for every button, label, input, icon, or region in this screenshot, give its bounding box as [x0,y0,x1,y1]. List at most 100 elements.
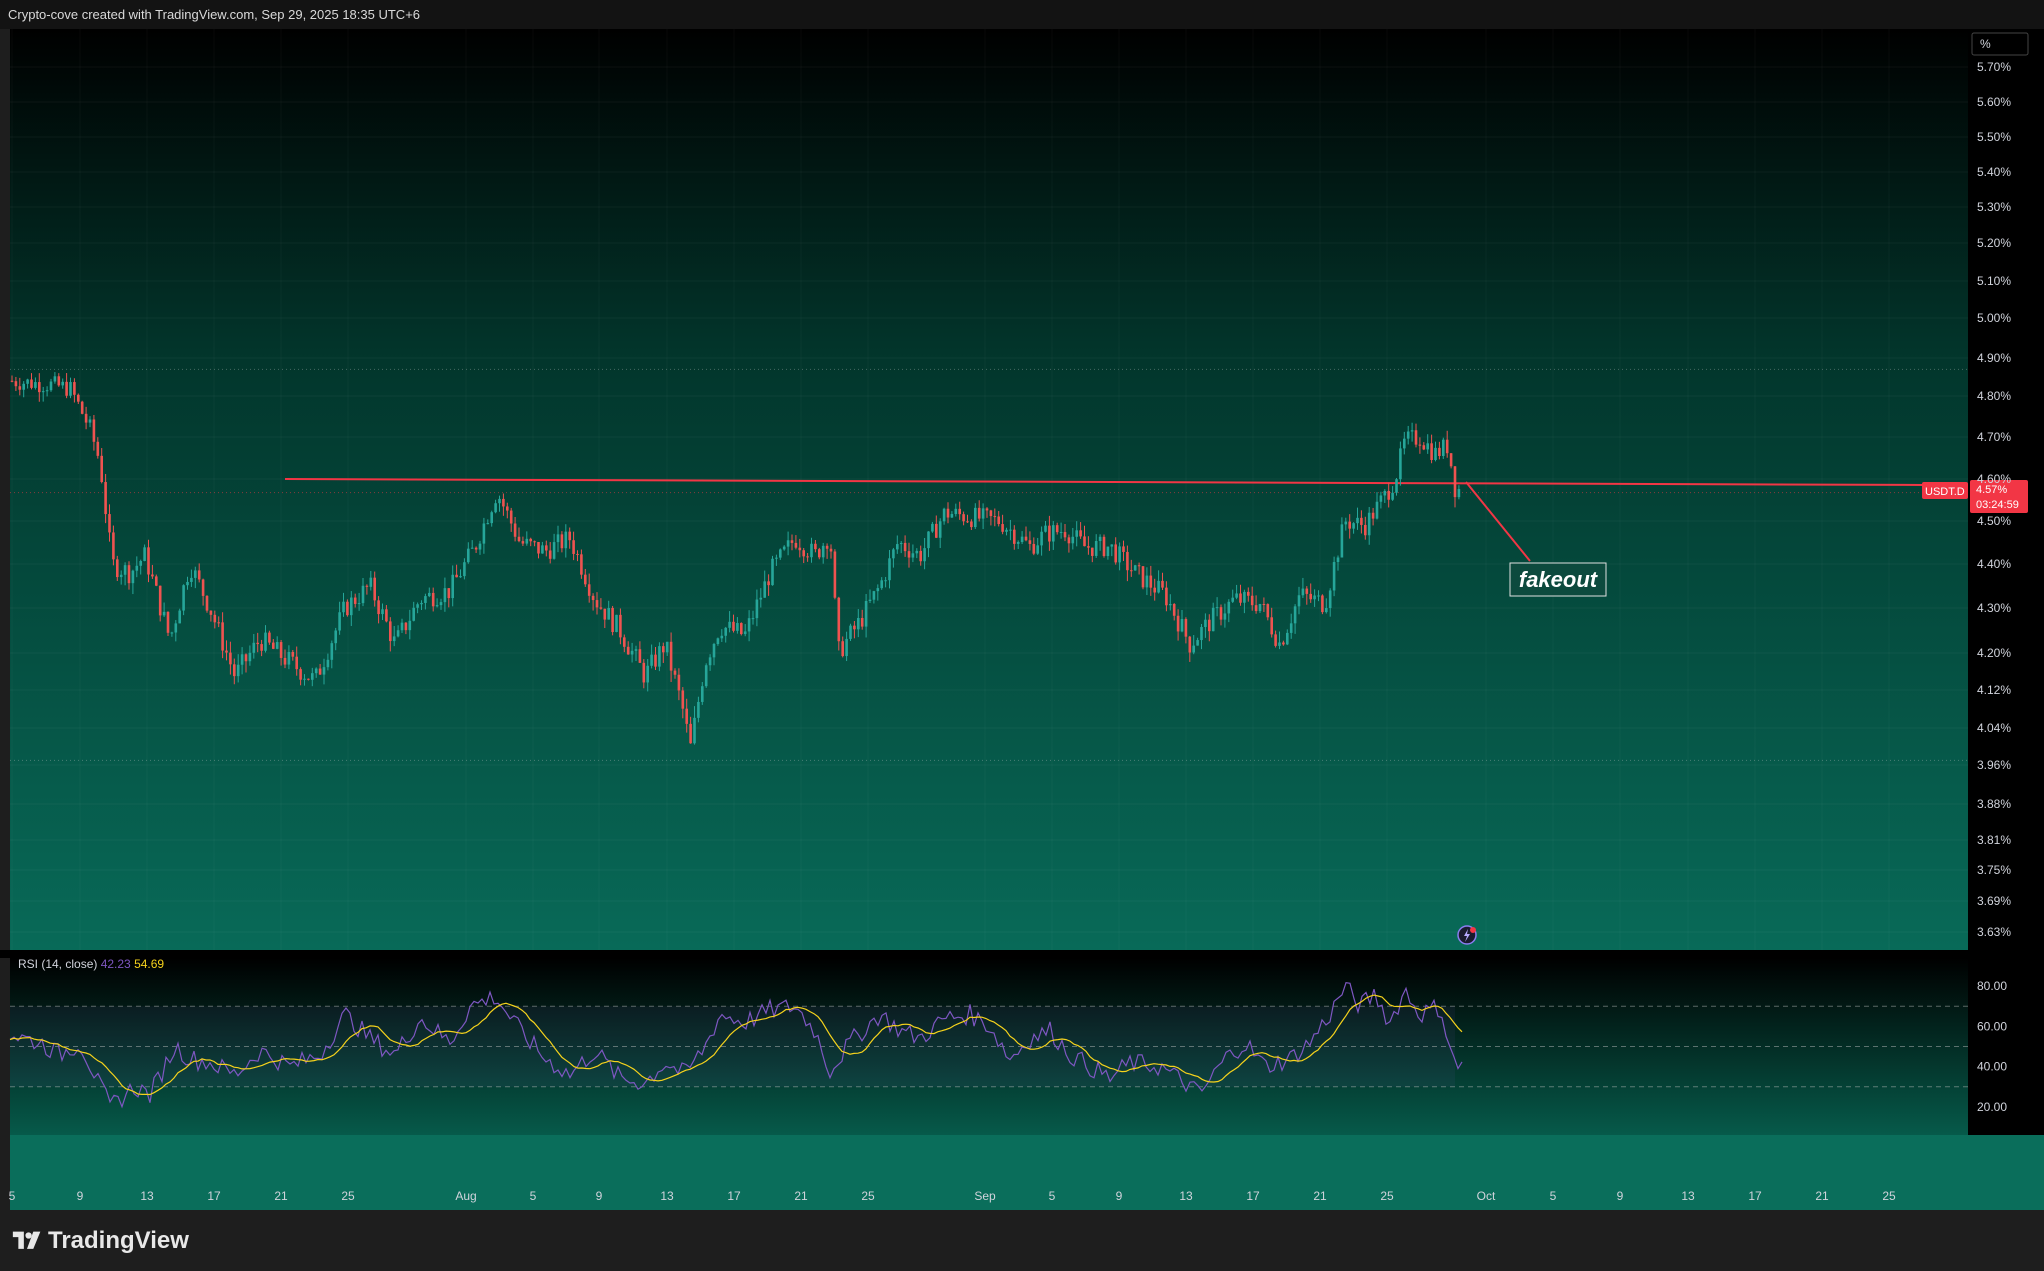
candle-body [346,601,349,616]
candle-body [342,601,345,613]
candle-body [1169,603,1172,606]
candle-body [178,610,181,624]
candle-body [1126,551,1129,571]
candle-body [314,668,318,674]
candle-body [993,516,997,518]
candle-body [704,665,708,687]
candle-body [927,531,930,549]
candle-body [1371,512,1375,519]
tradingview-logo-text: TradingView [48,1227,189,1254]
candle-body [330,643,334,660]
candle-body [1426,443,1429,450]
candle-body [57,376,61,386]
candle-body [1032,543,1036,554]
candle-body [1149,575,1153,588]
candle-body [935,523,938,538]
candle-body [385,609,388,622]
candle-body [857,618,860,630]
candle-body [759,597,763,600]
candle-body [1262,603,1266,605]
candle-body [701,686,704,702]
candle-body [1434,447,1437,461]
candle-body [213,614,217,623]
candle-body [1403,438,1406,449]
time-tick-label: 21 [1815,1189,1829,1203]
rsi-tick-label: 40.00 [1977,1060,2007,1074]
candle-body [529,538,532,542]
candle-body [1071,536,1075,544]
candle-body [482,523,486,544]
candle-body [938,521,942,538]
candle-body [521,541,525,544]
candle-body [950,514,954,518]
candle-body [30,379,33,388]
candle-body [365,585,369,587]
candle-body [279,642,283,658]
price-tick-label: 4.40% [1977,557,2011,571]
candle-body [630,650,634,655]
candle-body [607,607,610,620]
tradingview-logo[interactable]: TradingView [12,1226,189,1256]
candle-body [568,531,571,541]
candle-body [689,723,692,744]
candle-body [782,546,786,550]
price-tick-label: 3.81% [1977,833,2011,847]
candle-body [1313,595,1316,600]
candle-body [693,717,696,744]
candle-body [1266,604,1270,618]
candle-body [447,588,451,599]
candle-body [283,657,287,665]
candle-body [194,570,197,578]
candle-body [849,625,852,639]
rsi-tick-label: 80.00 [1977,979,2007,993]
candle-body [884,580,887,582]
candle-body [416,604,419,608]
candle-body [389,621,392,642]
candle-body [931,523,934,532]
candle-body [1282,642,1285,645]
chart-area[interactable]: RSI (14, close) 42.23 54.69 USDT.D 4.57% 0… [0,0,2044,1211]
candle-body [443,588,447,603]
candle-body [1172,603,1176,616]
lightning-glyph [1464,929,1470,942]
candle-body [1247,591,1250,596]
candle-body [490,512,493,524]
candle-body [794,542,798,548]
candle-body [1133,565,1137,571]
candle-body [1001,524,1004,532]
candle-body [303,678,306,680]
price-tag-countdown: 03:24:59 [1976,499,2019,511]
price-scale-unit: % [1980,37,1991,51]
candle-body [876,588,880,592]
candle-body [256,642,259,645]
candle-body [1223,613,1227,620]
price-tick-label: 3.88% [1977,797,2011,811]
price-tick-label: 5.20% [1977,236,2011,250]
candle-body [1328,590,1332,609]
candle-body [1289,623,1293,633]
candle-body [1305,588,1309,594]
candle-body [244,654,248,662]
candle-body [236,664,240,677]
price-tick-label: 4.90% [1977,351,2011,365]
candle-body [334,630,337,644]
candle-body [1196,640,1199,646]
footer: TradingView [0,1211,2044,1271]
candle-body [1360,517,1363,525]
candle-body [747,618,751,632]
candle-body [864,600,868,627]
price-tick-label: 5.00% [1977,311,2011,325]
candle-body [810,543,813,558]
candle-body [634,649,638,651]
price-tick-label: 5.50% [1977,130,2011,144]
candle-body [677,674,681,691]
candle-body [357,603,361,605]
candle-body [1137,565,1141,567]
time-tick-label: 5 [1049,1189,1056,1203]
candle-body [665,641,669,653]
price-tag [1970,480,2028,513]
candle-body [139,560,142,566]
candle-body [474,547,478,550]
candle-body [779,549,782,558]
candle-body [818,549,821,558]
